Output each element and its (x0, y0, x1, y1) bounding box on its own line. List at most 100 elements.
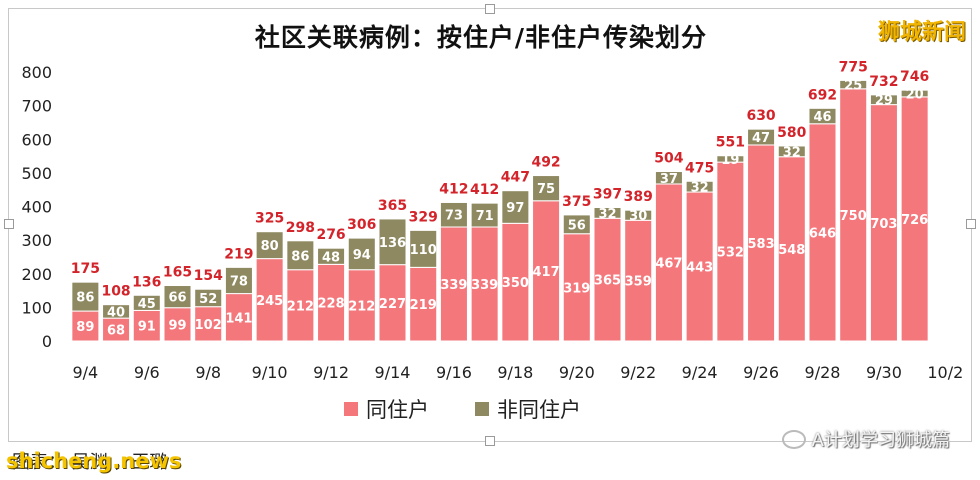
bar-non-household (869, 94, 898, 106)
data-label-total: 154 (194, 268, 223, 284)
bar-non-household (501, 190, 530, 224)
data-label-household: 726 (901, 213, 928, 228)
data-label-non-household: 32 (598, 207, 616, 222)
wechat-watermark: A计划学习狮城篇 (781, 426, 950, 452)
data-label-non-household: 136 (379, 236, 406, 251)
bar-non-household (900, 89, 929, 98)
site-watermark: shicheng.news (6, 449, 182, 473)
data-label-household: 212 (287, 299, 314, 314)
bar-non-household (839, 79, 868, 90)
bar-household (839, 88, 868, 342)
legend-swatch-household (344, 402, 358, 416)
data-label-total: 630 (746, 108, 775, 124)
bar-non-household (532, 175, 561, 202)
data-label-household: 245 (256, 294, 283, 309)
bar-non-household (317, 247, 346, 265)
bar-household (532, 200, 561, 342)
data-label-household: 443 (686, 261, 713, 276)
data-label-non-household: 29 (875, 94, 893, 109)
bar-non-household (255, 231, 284, 260)
data-label-household: 68 (107, 324, 125, 339)
data-label-household: 91 (138, 320, 156, 335)
data-label-total: 365 (378, 198, 407, 214)
data-label-household: 359 (625, 275, 652, 290)
data-label-non-household: 86 (76, 291, 94, 306)
legend-item-household: 同住户 (344, 394, 429, 424)
data-label-non-household: 94 (353, 248, 371, 263)
bar-non-household (409, 229, 438, 268)
x-tick-label: 9/10 (252, 363, 288, 382)
bar-non-household (808, 107, 837, 125)
data-label-household: 467 (655, 256, 682, 271)
legend-swatch-non-household (475, 402, 489, 416)
bar-non-household (624, 209, 653, 221)
data-label-non-household: 73 (445, 209, 463, 224)
bar-non-household (685, 180, 714, 193)
data-label-household: 99 (168, 318, 186, 333)
bar-household (317, 263, 346, 342)
data-label-household: 548 (778, 243, 805, 258)
bar-household (409, 266, 438, 342)
resize-handle-bottom[interactable] (485, 436, 495, 446)
data-label-total: 375 (562, 194, 591, 210)
bar-non-household (102, 304, 131, 319)
resize-handle-right[interactable] (966, 219, 976, 229)
y-tick-label: 600 (21, 130, 52, 149)
bar-household (255, 258, 284, 342)
y-tick-label: 300 (21, 231, 52, 250)
data-label-non-household: 71 (476, 209, 494, 224)
bar-non-household (777, 145, 806, 158)
resize-handle-left[interactable] (4, 219, 14, 229)
resize-handle-top[interactable] (485, 4, 495, 14)
data-label-total: 732 (869, 74, 898, 90)
bar-household (685, 191, 714, 342)
data-label-total: 389 (624, 189, 653, 205)
data-label-household: 228 (318, 297, 345, 312)
data-label-household: 212 (348, 299, 375, 314)
y-tick-label: 500 (21, 164, 52, 183)
bar-household (562, 233, 591, 342)
data-label-total: 136 (132, 274, 161, 290)
legend-label-non-household: 非同住户 (497, 398, 581, 422)
data-label-total: 504 (654, 151, 683, 167)
bar-household (71, 310, 100, 342)
bar-non-household (593, 207, 622, 219)
data-label-household: 646 (809, 226, 836, 241)
data-label-total: 551 (716, 135, 745, 151)
x-tick-label: 9/26 (743, 363, 779, 382)
x-tick-label: 9/6 (134, 363, 160, 382)
x-tick-label: 9/14 (375, 363, 411, 382)
legend: 同住户 非同住户 (344, 394, 627, 424)
data-label-non-household: 20 (906, 88, 924, 103)
bar-household (501, 222, 530, 342)
bar-non-household (347, 237, 376, 271)
data-label-total: 219 (224, 246, 253, 262)
bar-household (593, 217, 622, 342)
data-label-non-household: 46 (813, 110, 831, 125)
bar-non-household (378, 218, 407, 266)
data-label-household: 227 (379, 297, 406, 312)
legend-item-non-household: 非同住户 (475, 394, 581, 424)
data-label-household: 89 (76, 320, 94, 335)
bar-household (808, 123, 837, 342)
y-tick-label: 700 (21, 97, 52, 116)
data-label-total: 329 (409, 209, 438, 225)
y-tick-label: 400 (21, 198, 52, 217)
data-label-non-household: 25 (844, 79, 862, 94)
bar-household (163, 307, 192, 342)
bar-non-household (224, 266, 253, 295)
data-label-household: 141 (225, 311, 252, 326)
data-label-household: 319 (563, 281, 590, 296)
data-label-non-household: 47 (752, 131, 770, 146)
data-label-total: 475 (685, 160, 714, 176)
x-tick-label: 9/16 (436, 363, 472, 382)
data-label-total: 775 (839, 59, 868, 75)
data-label-non-household: 32 (691, 181, 709, 196)
data-label-non-household: 78 (230, 274, 248, 289)
data-label-non-household: 86 (291, 249, 309, 264)
bar-household (869, 104, 898, 342)
data-label-non-household: 45 (138, 297, 156, 312)
x-tick-label: 9/18 (497, 363, 533, 382)
wechat-icon (781, 429, 806, 449)
